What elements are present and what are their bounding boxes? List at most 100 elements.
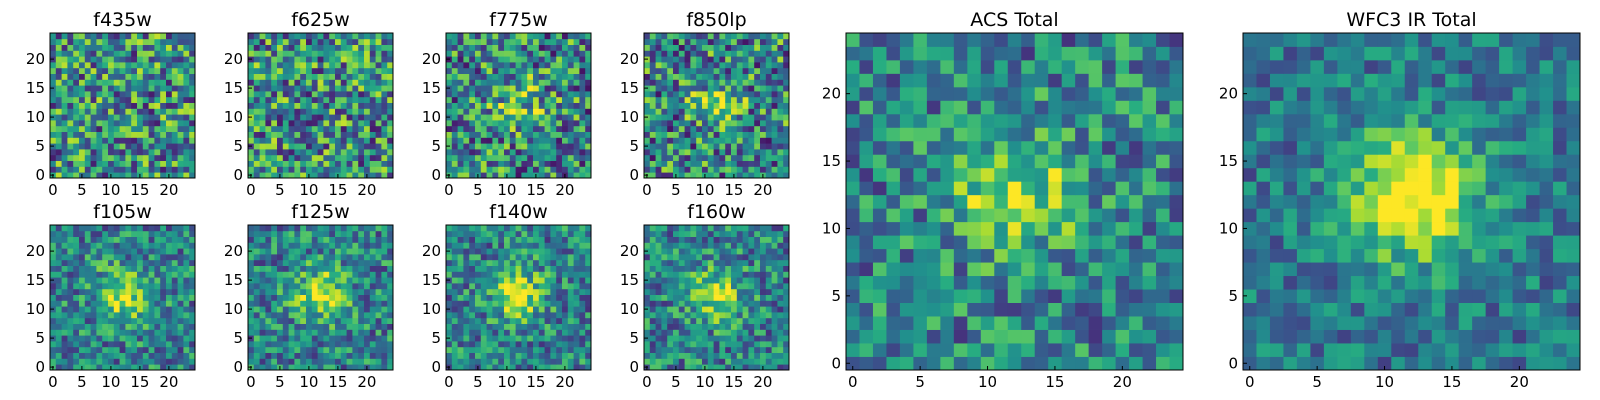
heatmap-cell xyxy=(148,294,155,301)
heatmap-cell xyxy=(79,79,86,86)
heatmap-cell xyxy=(690,143,697,150)
heatmap-cell xyxy=(736,114,743,121)
heatmap-cell xyxy=(166,91,173,98)
heatmap-cell xyxy=(73,242,80,249)
heatmap-cell xyxy=(661,271,668,278)
heatmap-cell xyxy=(649,73,656,80)
heatmap-cell xyxy=(375,265,382,272)
heatmap-cell xyxy=(102,67,109,74)
heatmap-cell xyxy=(329,131,336,138)
heatmap-cell xyxy=(736,50,743,57)
heatmap-cell xyxy=(498,131,505,138)
heatmap-cell xyxy=(335,358,342,365)
heatmap-cell xyxy=(765,56,772,63)
heatmap-cell xyxy=(369,294,376,301)
heatmap-cell xyxy=(469,96,476,103)
heatmap-cell xyxy=(509,323,516,330)
heatmap-cell xyxy=(765,67,772,74)
heatmap-cell xyxy=(137,50,144,57)
heatmap-cell xyxy=(183,125,190,132)
heatmap-cell xyxy=(765,131,772,138)
heatmap-cell xyxy=(323,166,330,173)
heatmap-cell xyxy=(562,358,569,365)
heatmap-cell xyxy=(50,91,57,98)
heatmap-cell xyxy=(102,172,109,179)
heatmap-cell xyxy=(777,108,784,115)
heatmap-cell xyxy=(713,364,720,371)
heatmap-cell xyxy=(731,358,738,365)
heatmap-cell xyxy=(317,294,324,301)
heatmap-cell xyxy=(387,306,394,313)
heatmap-cell xyxy=(673,277,680,284)
heatmap-cell xyxy=(364,91,371,98)
heatmap-cell xyxy=(707,346,714,353)
heatmap-cell xyxy=(754,271,761,278)
heatmap-cell xyxy=(451,248,458,255)
heatmap-cell xyxy=(533,120,540,127)
heatmap-cell xyxy=(96,85,103,92)
heatmap-cell xyxy=(754,114,761,121)
heatmap-cell xyxy=(550,96,557,103)
heatmap-cell xyxy=(375,329,382,336)
heatmap-cell xyxy=(119,96,126,103)
heatmap-cell xyxy=(463,67,470,74)
heatmap-cell xyxy=(329,242,336,249)
heatmap-cell xyxy=(480,67,487,74)
heatmap-cell xyxy=(451,125,458,132)
heatmap-cell xyxy=(329,329,336,336)
heatmap-cell xyxy=(475,143,482,150)
heatmap-cell xyxy=(527,352,534,359)
heatmap-cell xyxy=(736,143,743,150)
heatmap-cell xyxy=(387,154,394,161)
heatmap-cell xyxy=(160,329,167,336)
heatmap-cell xyxy=(748,277,755,284)
heatmap-cell xyxy=(521,38,528,45)
heatmap-cell xyxy=(381,364,388,371)
heatmap-cell xyxy=(90,277,97,284)
heatmap-cell xyxy=(765,143,772,150)
heatmap-cell xyxy=(329,79,336,86)
heatmap-cell xyxy=(364,230,371,237)
heatmap-cell xyxy=(300,160,307,167)
heatmap-cell xyxy=(696,131,703,138)
heatmap-cell xyxy=(783,154,790,161)
heatmap-cell xyxy=(90,352,97,359)
heatmap-cell xyxy=(340,50,347,57)
heatmap-cell xyxy=(661,341,668,348)
heatmap-cell xyxy=(177,294,184,301)
heatmap-cell xyxy=(335,102,342,109)
heatmap-cell xyxy=(73,96,80,103)
heatmap-cell xyxy=(678,56,685,63)
heatmap-cell xyxy=(451,85,458,92)
heatmap-cell xyxy=(719,96,726,103)
heatmap-cell xyxy=(550,300,557,307)
heatmap-cell xyxy=(346,96,353,103)
heatmap-cell xyxy=(148,131,155,138)
heatmap-cell xyxy=(649,335,656,342)
heatmap-cell xyxy=(131,56,138,63)
heatmap-cell xyxy=(463,358,470,365)
heatmap-cell xyxy=(783,131,790,138)
heatmap-cell xyxy=(515,306,522,313)
heatmap-cell xyxy=(725,38,732,45)
heatmap-cell xyxy=(492,294,499,301)
x-tick-label: 5 xyxy=(275,181,285,199)
heatmap-cell xyxy=(504,33,511,40)
heatmap-cell xyxy=(515,137,522,144)
heatmap-cell xyxy=(177,44,184,51)
heatmap-cell xyxy=(550,230,557,237)
heatmap-cell xyxy=(166,38,173,45)
heatmap-cell xyxy=(649,160,656,167)
heatmap-cell xyxy=(678,352,685,359)
heatmap-cell xyxy=(248,125,255,132)
heatmap-cell xyxy=(137,300,144,307)
heatmap-cell xyxy=(67,56,74,63)
heatmap-cell xyxy=(544,67,551,74)
heatmap-cell xyxy=(177,323,184,330)
heatmap-cell xyxy=(96,236,103,243)
heatmap-cell xyxy=(271,125,278,132)
heatmap-cell xyxy=(777,154,784,161)
heatmap-cell xyxy=(550,358,557,365)
heatmap-cell xyxy=(248,67,255,74)
heatmap-cell xyxy=(771,283,778,290)
